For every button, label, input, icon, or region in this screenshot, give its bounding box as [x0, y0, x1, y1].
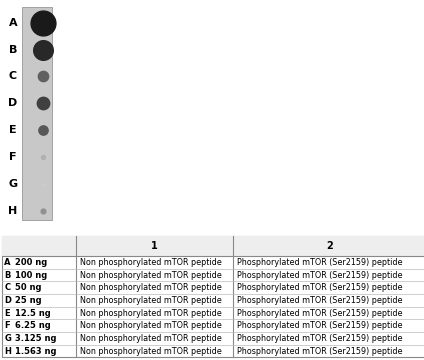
Text: 50 ng: 50 ng: [15, 283, 41, 292]
Text: Phosphorylated mTOR (Ser2159) peptide: Phosphorylated mTOR (Ser2159) peptide: [237, 309, 402, 318]
Text: Phosphorylated mTOR (Ser2159) peptide: Phosphorylated mTOR (Ser2159) peptide: [237, 271, 402, 280]
Point: [40, 100, 47, 106]
Text: G: G: [4, 334, 11, 343]
Text: A: A: [8, 18, 17, 28]
Text: 12.5 ng: 12.5 ng: [15, 309, 50, 318]
Point: [40, 127, 47, 133]
Text: Phosphorylated mTOR (Ser2159) peptide: Phosphorylated mTOR (Ser2159) peptide: [237, 334, 402, 343]
Text: 6.25 ng: 6.25 ng: [15, 321, 50, 330]
Point: [40, 20, 47, 26]
Point: [40, 73, 47, 79]
Text: Phosphorylated mTOR (Ser2159) peptide: Phosphorylated mTOR (Ser2159) peptide: [237, 283, 402, 292]
Text: Non phosphorylated mTOR peptide: Non phosphorylated mTOR peptide: [80, 321, 221, 330]
Point: [40, 208, 47, 214]
Text: Phosphorylated mTOR (Ser2159) peptide: Phosphorylated mTOR (Ser2159) peptide: [237, 296, 402, 305]
Bar: [22, 7, 53, 220]
Text: Non phosphorylated mTOR peptide: Non phosphorylated mTOR peptide: [80, 283, 221, 292]
Text: 1: 1: [151, 241, 158, 251]
Point: [40, 154, 47, 160]
Text: F: F: [4, 321, 10, 330]
Text: A: A: [4, 258, 11, 267]
Text: H: H: [4, 347, 11, 356]
Text: 1: 1: [28, 0, 35, 1]
Text: F: F: [9, 152, 17, 162]
Bar: [2, 236, 424, 256]
Text: Non phosphorylated mTOR peptide: Non phosphorylated mTOR peptide: [80, 296, 221, 305]
Text: 1.563 ng: 1.563 ng: [15, 347, 56, 356]
Text: Phosphorylated mTOR (Ser2159) peptide: Phosphorylated mTOR (Ser2159) peptide: [237, 321, 402, 330]
Text: D: D: [4, 296, 11, 305]
Text: Phosphorylated mTOR (Ser2159) peptide: Phosphorylated mTOR (Ser2159) peptide: [237, 258, 402, 267]
Point: [40, 47, 47, 53]
Text: 200 ng: 200 ng: [15, 258, 47, 267]
Text: D: D: [8, 98, 17, 108]
Text: Non phosphorylated mTOR peptide: Non phosphorylated mTOR peptide: [80, 347, 221, 356]
Text: Phosphorylated mTOR (Ser2159) peptide: Phosphorylated mTOR (Ser2159) peptide: [237, 347, 402, 356]
Text: G: G: [8, 179, 17, 189]
Text: B: B: [8, 45, 17, 55]
Text: B: B: [4, 271, 11, 280]
Text: Non phosphorylated mTOR peptide: Non phosphorylated mTOR peptide: [80, 258, 221, 267]
Text: C: C: [9, 72, 17, 81]
Text: C: C: [4, 283, 10, 292]
Text: Non phosphorylated mTOR peptide: Non phosphorylated mTOR peptide: [80, 334, 221, 343]
Text: Non phosphorylated mTOR peptide: Non phosphorylated mTOR peptide: [80, 271, 221, 280]
Text: 2: 2: [326, 241, 333, 251]
Point: [40, 181, 47, 187]
Text: E: E: [9, 125, 17, 135]
Text: 2: 2: [39, 0, 47, 1]
Text: 100 ng: 100 ng: [15, 271, 47, 280]
Text: E: E: [4, 309, 10, 318]
Text: 25 ng: 25 ng: [15, 296, 42, 305]
Text: Non phosphorylated mTOR peptide: Non phosphorylated mTOR peptide: [80, 309, 221, 318]
Text: 3.125 ng: 3.125 ng: [15, 334, 56, 343]
Text: H: H: [8, 206, 17, 216]
